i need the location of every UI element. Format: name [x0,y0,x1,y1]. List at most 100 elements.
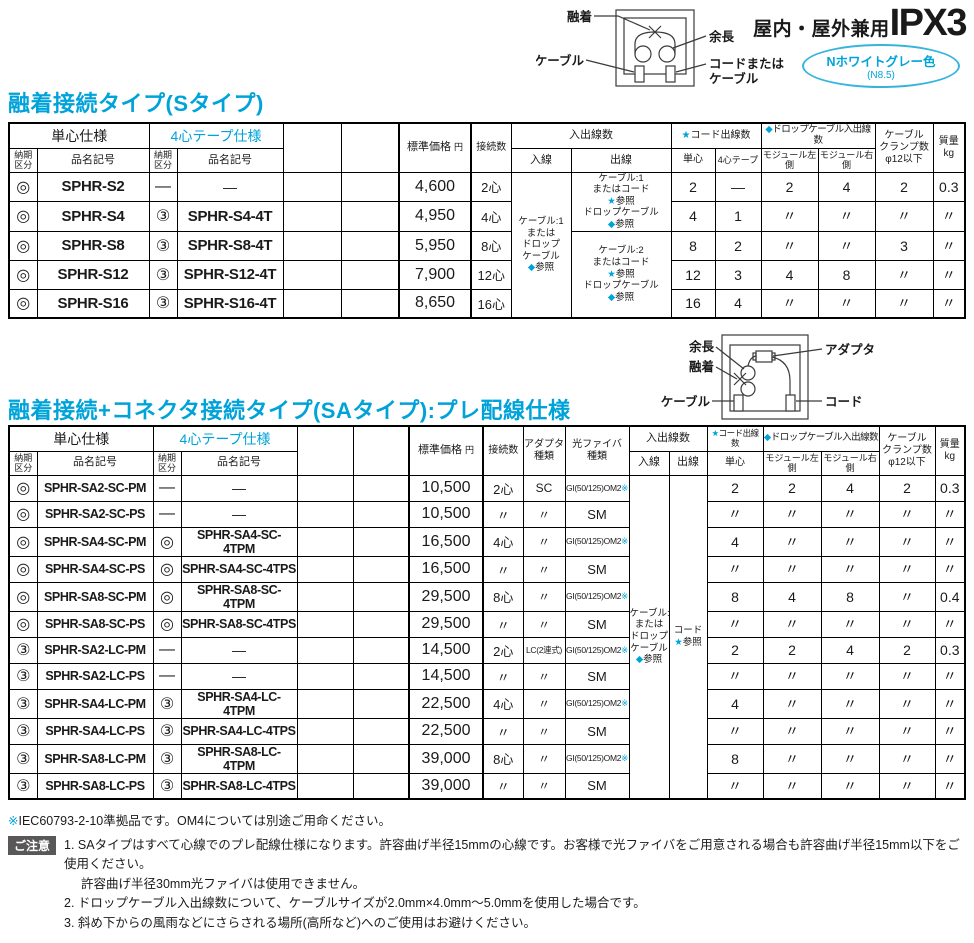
connection-count-cell: 16心 [470,288,512,319]
fiber-type-cell: SM [564,555,630,583]
tape-core-count-cell: 1 [714,201,762,232]
table-row: ◎ SPHR-S4 ③ SPHR-S4-4T 4,950 4心 4 1 〃 〃 … [8,201,966,232]
delivery-mark-cell: ③ [8,662,38,690]
blank-cell [352,662,410,690]
module-right-count-cell: 8 [817,259,876,290]
product-name-cell: SPHR-S4 [36,201,150,232]
module-left-count-cell: 〃 [762,610,822,638]
fiber-type-cell: SM [564,500,630,528]
connection-count-cell: 4心 [482,526,524,557]
module-right-count-cell: 〃 [820,526,880,557]
table-row: ◎ SPHR-S2 ― ― 4,600 2心 ケーブル:1 または ドロップ ケーブル… [8,171,966,319]
single-core-count-cell: 〃 [706,717,764,745]
price-cell: 4,600 [398,171,473,203]
delivery-mark-cell: ― [152,474,182,502]
header-row-1: 単心仕様 4心テープ仕様 標準価格 円 接続数 アダプタ 種類 光ファイバ 種類 入… [8,425,966,476]
product-name-cell: ― [180,474,298,502]
col-header-single-spec: 単心仕様 [8,122,150,149]
diagram-label-fusion: 融着 [689,359,714,374]
connection-count-cell: 4心 [482,688,524,719]
col-header-tape-core: 4心テープ [714,147,762,173]
col-header-tape-spec: 4心テープ仕様 [152,425,298,452]
s-type-table: 単心仕様 4心テープ仕様 標準価格 円 接続数 入出線数 ★コード出線数 ◆ドロ… [8,122,967,320]
module-right-count-cell: 〃 [817,201,876,232]
module-right-count-cell: 〃 [820,743,880,774]
fiber-type-cell: GI(50/125)OM2※ [564,474,630,502]
delivery-mark-cell: ― [152,636,182,664]
connection-count-cell: 〃 [482,610,524,638]
delivery-mark-cell: ③ [152,772,182,800]
module-right-count-cell: 8 [820,581,880,612]
delivery-mark-cell: ③ [148,259,178,290]
delivery-mark-cell: ◎ [152,555,182,583]
tape-core-count-cell: 4 [714,288,762,319]
diagram-label-cord: コード [825,395,863,409]
clamp-count-cell: 〃 [874,259,934,290]
single-core-count-cell: 4 [706,526,764,557]
delivery-mark-cell: ◎ [8,171,38,203]
diagram-label-cord-line2: ケーブル [709,71,759,86]
color-badge-name: Nホワイトグレー色 [826,55,936,69]
col-header-single-core: 単心 [706,450,764,476]
table-row: ◎ SPHR-SA2-SC-PS ― ― 10,500 〃 〃 SM 〃 〃 〃… [8,500,966,528]
product-name-cell: SPHR-SA4-LC-4TPS [180,717,298,745]
blank-cell [352,610,410,638]
blank-cell [352,636,410,664]
blank-column-header [340,122,400,173]
delivery-mark-cell: ◎ [8,259,38,290]
blank-column-header [352,425,410,476]
col-header-delivery-class: 納期 区分 [8,147,38,173]
clamp-count-cell: 〃 [874,201,934,232]
col-header-delivery-class: 納期 区分 [8,450,38,476]
mass-cell: 〃 [934,688,966,719]
mass-cell: 〃 [934,555,966,583]
notice-block: ご注意 1. SAタイプはすべて心線でのプレ配線仕様になります。許容曲げ半径15… [8,836,966,933]
table-row: ③ SPHR-SA4-LC-PM ③ SPHR-SA4-LC-4TPM 22,5… [8,688,966,719]
product-name-cell: SPHR-SA4-SC-PS [36,555,154,583]
blank-cell [296,610,354,638]
product-name-cell: ― [180,636,298,664]
price-cell: 8,650 [398,288,473,319]
blank-cell [340,288,400,319]
blank-cell [296,662,354,690]
price-cell: 29,500 [408,581,485,612]
iec-footnote: ※IEC60793-2-10準拠品です。OM4については別途ご用命ください。 [8,814,391,829]
usage-label: 屋内・屋外兼用 [753,19,890,40]
product-name-cell: ― [180,662,298,690]
diagram-label-slack: 余長 [708,29,735,44]
blank-cell [340,230,400,261]
module-right-count-cell: 〃 [817,288,876,319]
price-cell: 39,000 [408,772,485,800]
blank-cell [352,581,410,612]
product-name-cell: SPHR-SA4-SC-PM [36,526,154,557]
blank-cell [296,636,354,664]
blank-cell [352,717,410,745]
adapter-type-cell: 〃 [522,555,566,583]
sa-type-enclosure-diagram: 余長 融着 ケーブル アダプタ コード [661,334,875,420]
adapter-type-cell: 〃 [522,688,566,719]
adapter-type-cell: 〃 [522,581,566,612]
product-name-cell: SPHR-SA8-SC-4TPM [180,581,298,612]
out-line-merged-cell: コード ★参照 [668,474,708,800]
col-header-module-left: モジュール左側 [760,147,819,173]
col-header-adapter-type: アダプタ 種類 [522,425,566,476]
product-name-cell: SPHR-S8-4T [176,230,284,261]
product-name-cell: SPHR-SA8-LC-4TPS [180,772,298,800]
clamp-count-cell: 2 [878,636,936,664]
diagram-label-fusion: 融着 [567,9,592,24]
mass-cell: 0.4 [934,581,966,612]
rating-line: 屋内・屋外兼用IPX3 [753,4,967,42]
connection-count-cell: 8心 [470,230,512,261]
notice-line: 許容曲げ半径30mm光ファイバは使用できません。 [81,876,366,891]
module-left-count-cell: 〃 [762,662,822,690]
notice-line: 1. SAタイプはすべて心線でのプレ配線仕様になります。許容曲げ半径15mmの心… [64,838,960,872]
diagram-label-slack: 余長 [688,339,715,354]
col-header-out-line: 出線 [570,147,672,173]
col-header-in-line: 入線 [628,450,670,476]
module-left-count-cell: 2 [762,474,822,502]
blank-cell [296,772,354,800]
col-header-cord-out-count: ★コード出線数 [706,425,764,452]
mass-cell: 〃 [934,662,966,690]
